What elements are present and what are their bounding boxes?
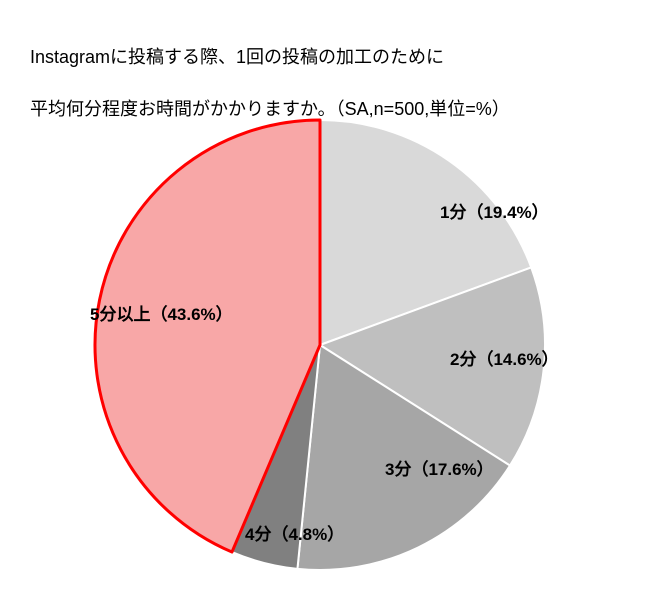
slice-label-0: 1分（19.4%）: [440, 198, 549, 223]
slice-label-2: 3分（17.6%）: [385, 455, 494, 480]
slice-label-4: 5分以上（43.6%）: [90, 300, 233, 325]
slice-label-1: 2分（14.6%）: [450, 345, 559, 370]
slice-label-3: 4分（4.8%）: [245, 520, 344, 545]
